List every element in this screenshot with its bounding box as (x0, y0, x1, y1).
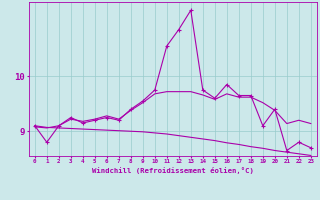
X-axis label: Windchill (Refroidissement éolien,°C): Windchill (Refroidissement éolien,°C) (92, 167, 254, 174)
